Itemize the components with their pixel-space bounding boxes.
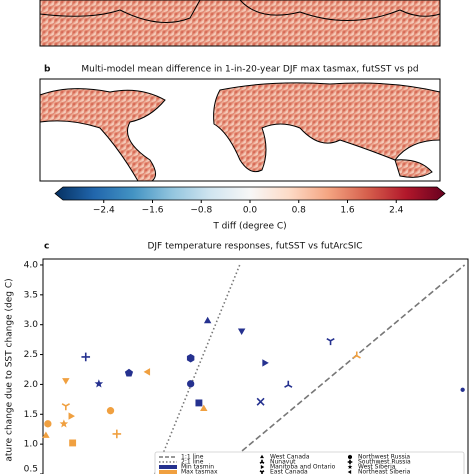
legend-label: East Canada [270, 469, 308, 474]
marker [262, 359, 269, 367]
legend-label: 1:1 line [181, 454, 204, 461]
marker [203, 316, 212, 324]
marker [237, 328, 246, 335]
marker [200, 404, 208, 412]
y-tick-label: 2.5 [24, 350, 38, 360]
marker [186, 353, 195, 363]
marker [284, 380, 293, 388]
marker [348, 454, 352, 460]
panel-label: c [44, 242, 49, 252]
marker [68, 412, 75, 420]
marker [124, 368, 134, 377]
marker [44, 420, 52, 428]
marker [195, 399, 203, 407]
marker [61, 403, 70, 411]
marker [42, 431, 50, 438]
legend-label: Max tasmax [181, 469, 218, 474]
plot-frame [42, 258, 469, 474]
legend-label: West Canada [270, 454, 310, 461]
legend [154, 451, 465, 474]
panel-title: DJF temperature responses, futSST vs fut… [147, 242, 362, 252]
y-tick-label: 1.0 [24, 440, 39, 450]
legend-label: Nunavut [270, 459, 296, 466]
marker [260, 454, 264, 459]
marker [94, 379, 104, 388]
marker [259, 459, 265, 464]
reference-line [213, 264, 466, 474]
legend-patch [159, 470, 177, 474]
y-tick-label: 1.5 [24, 410, 38, 420]
marker [187, 380, 195, 388]
legend-label: 2:1 line [181, 459, 204, 466]
x-tick-label: 0.0 [243, 206, 258, 216]
colorbar [54, 186, 446, 201]
reference-line [153, 264, 241, 474]
marker [256, 397, 265, 406]
legend-patch [159, 465, 177, 469]
marker [347, 459, 353, 465]
legend-label: Northwest Russia [358, 454, 410, 461]
marker [460, 387, 465, 392]
legend-label: Southwest Russia [358, 459, 411, 466]
x-tick-label: −0.8 [190, 206, 212, 216]
marker [69, 439, 77, 447]
marker [112, 429, 122, 439]
x-tick-label: −1.6 [142, 206, 164, 216]
y-tick-label: 3.5 [24, 290, 38, 300]
marker [260, 465, 265, 469]
map-top [39, 0, 441, 47]
panel-title: Multi-model mean difference in 1-in-20-y… [81, 65, 418, 75]
y-tick-label: 4.0 [24, 260, 39, 270]
colorbar-label: T diff (degree C) [212, 222, 286, 232]
panel-label: b [44, 65, 51, 75]
marker [59, 419, 69, 428]
x-tick-label: −2.4 [93, 206, 115, 216]
legend-label: Manitoba and Ontario [270, 464, 336, 471]
legend-label: Northeast Siberia [358, 469, 411, 474]
y-tick-label: 3.0 [24, 320, 39, 330]
marker [81, 352, 91, 362]
marker [326, 337, 335, 346]
marker [352, 351, 361, 359]
marker [106, 407, 115, 415]
legend-label: West Siberia [358, 464, 396, 471]
y-tick-label: 0.5 [24, 465, 38, 474]
x-tick-label: 0.8 [292, 206, 307, 216]
x-tick-label: 2.4 [389, 206, 404, 216]
marker [62, 378, 70, 385]
map-b [39, 78, 441, 182]
marker [347, 470, 352, 474]
y-tick-label: 2.0 [24, 380, 39, 390]
legend-label: Min tasmin [181, 464, 214, 471]
y-axis-label: ature change due to SST change (deg C) [5, 278, 15, 461]
marker [347, 464, 353, 469]
marker [143, 368, 151, 376]
x-tick-label: 1.6 [340, 206, 355, 216]
